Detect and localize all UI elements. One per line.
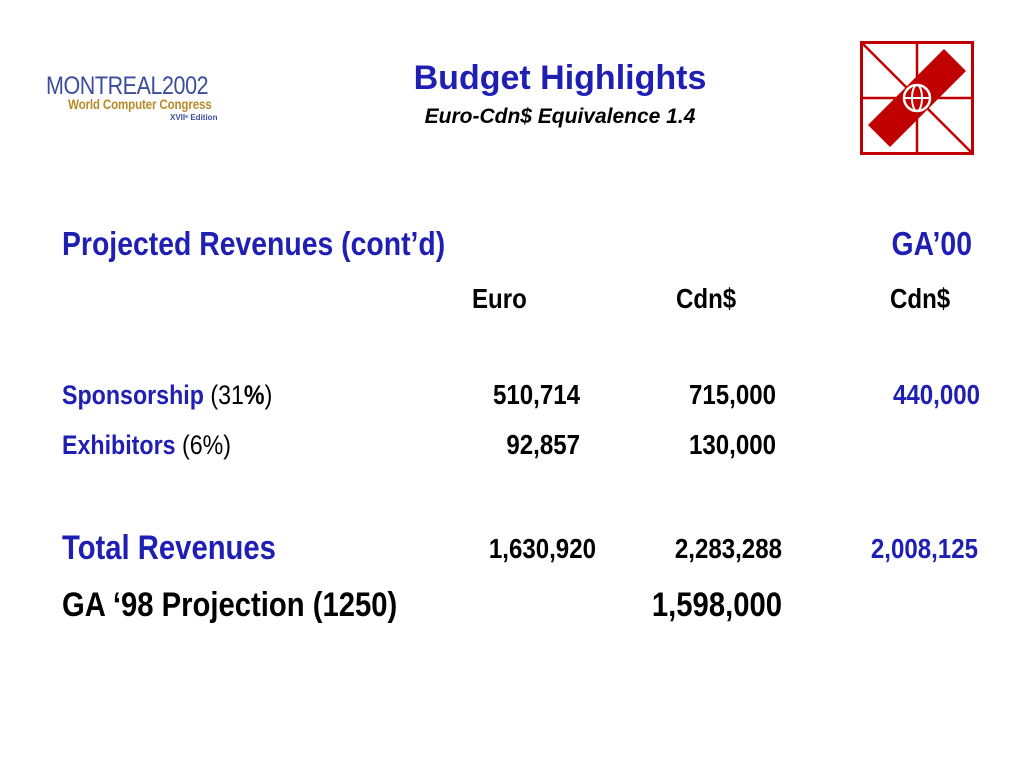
exhibitors-cdn: 130,000	[688, 429, 776, 460]
montreal-2002-logo: MONTREAL2002 World Computer Congress XVI…	[46, 74, 246, 126]
total-ga: 2,008,125	[870, 533, 978, 564]
logo-edition: XVIIᵉ Edition	[170, 113, 218, 122]
logo-subtitle: World Computer Congress	[68, 97, 212, 112]
sponsorship-cdn: 715,000	[688, 379, 776, 410]
slide-subtitle: Euro-Cdn$ Equivalence 1.4	[424, 105, 696, 128]
row-pct-open: (31	[203, 380, 244, 410]
table-row-sponsorship-label: Sponsorship (31%)	[62, 378, 272, 412]
sponsorship-euro: 510,714	[492, 379, 580, 410]
exhibitors-euro: 92,857	[506, 429, 580, 460]
col-ga-cdn-header: Cdn$	[890, 283, 951, 314]
row-label: Exhibitors	[62, 430, 176, 460]
total-revenues-label: Total Revenues	[62, 529, 276, 567]
row-label: Sponsorship	[62, 380, 204, 410]
logo-year: 2002	[162, 72, 209, 100]
ga00-heading: GA’00	[891, 225, 972, 262]
col-euro-header: Euro	[472, 283, 527, 314]
row-pct-close: )	[264, 380, 273, 410]
ga98-projection-value: 1,598,000	[651, 586, 782, 624]
row-pct: (6%)	[175, 430, 232, 460]
total-euro: 1,630,920	[488, 533, 596, 564]
row-pct-symbol: %	[243, 380, 265, 410]
congress-emblem-icon	[860, 41, 974, 155]
ga98-projection-label: GA ‘98 Projection (1250)	[62, 586, 398, 624]
section-heading: Projected Revenues (cont’d)	[62, 225, 446, 262]
table-row-exhibitors-label: Exhibitors (6%)	[62, 428, 231, 462]
col-cdn-header: Cdn$	[676, 283, 737, 314]
total-cdn: 2,283,288	[674, 533, 782, 564]
slide-title: Budget Highlights	[413, 59, 707, 97]
sponsorship-ga: 440,000	[892, 379, 980, 410]
logo-main-text: MONTREAL	[46, 72, 163, 100]
